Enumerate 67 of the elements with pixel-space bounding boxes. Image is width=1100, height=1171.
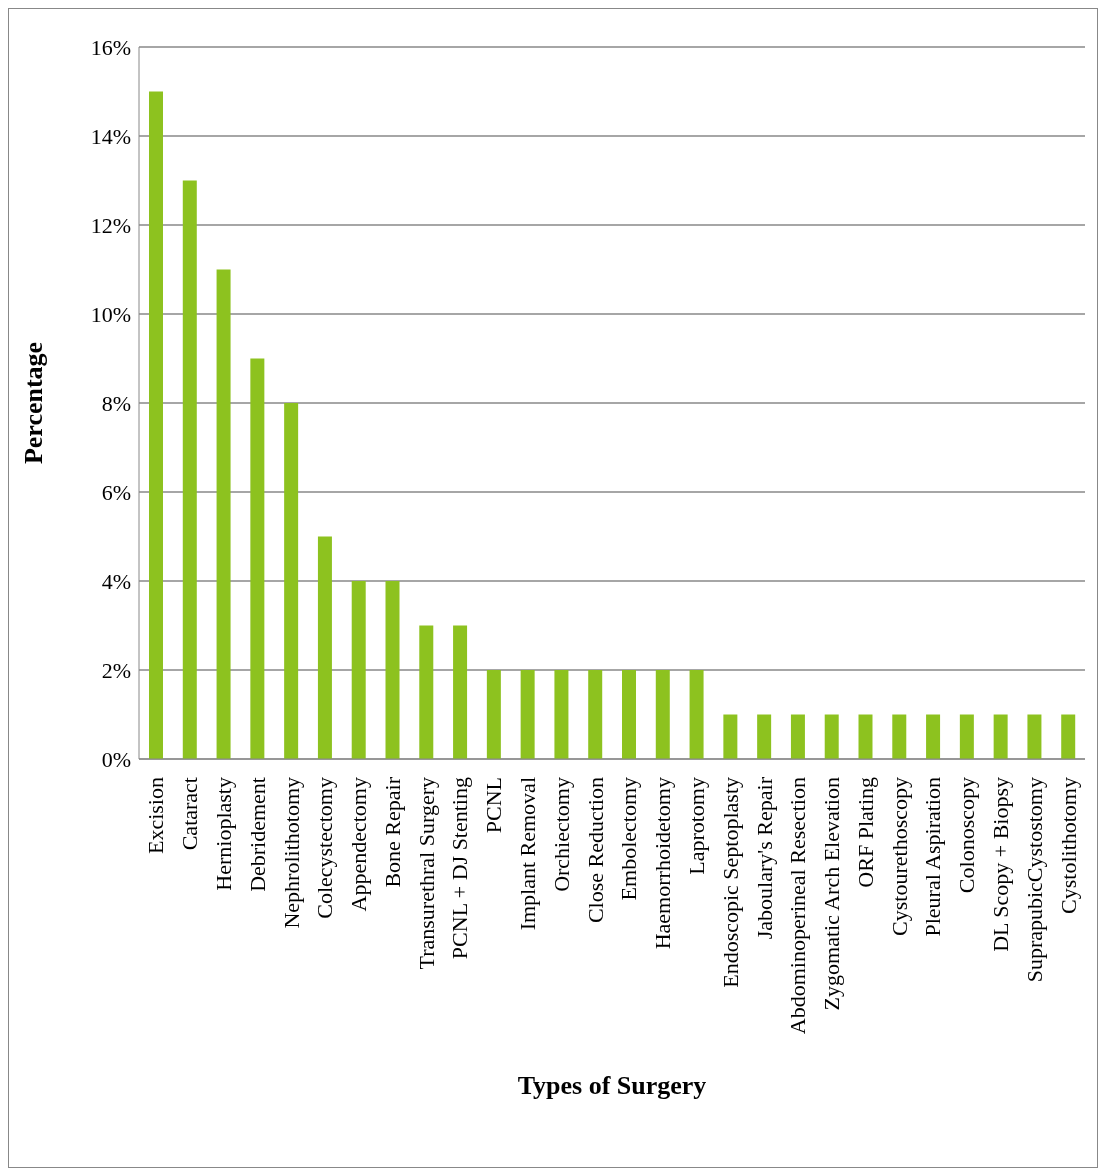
- x-tick-label: Abdominoperineal Resection: [785, 777, 811, 1035]
- y-tick-label: 6%: [101, 479, 131, 505]
- bar: [149, 91, 163, 759]
- x-tick-label: ORF Plating: [852, 777, 878, 888]
- bar: [250, 358, 265, 759]
- bar: [520, 670, 535, 759]
- x-tick-label: Nephrolithotomy: [278, 777, 304, 929]
- bar: [622, 670, 636, 759]
- x-axis-title: Types of Surgery: [517, 1071, 707, 1100]
- y-tick-label: 2%: [101, 657, 131, 683]
- x-tick-label: Jaboulary's Repair: [751, 776, 777, 940]
- x-tick-label: DL Scopy + Biopsy: [988, 777, 1014, 952]
- y-tick-label: 14%: [90, 123, 131, 149]
- bar: [655, 670, 670, 759]
- x-tick-label: Endoscopic Septoplasty: [717, 777, 743, 988]
- bar: [892, 714, 907, 759]
- x-tick-label: Haemorrhoidetomy: [650, 777, 676, 950]
- bar: [216, 269, 231, 759]
- bar: [689, 670, 704, 759]
- bar: [1027, 714, 1042, 759]
- bar: [182, 180, 197, 759]
- bar: [757, 714, 772, 759]
- y-tick-label: 8%: [101, 390, 131, 416]
- x-tick-label: Appendectomy: [346, 777, 372, 912]
- bar: [284, 403, 299, 759]
- bar: [858, 714, 873, 759]
- bar: [385, 581, 400, 759]
- bar: [317, 536, 332, 759]
- y-tick-label: 10%: [90, 301, 131, 327]
- x-tick-label: Zygomatic Arch Elevation: [819, 777, 845, 1011]
- x-tick-label: Transurethral Surgery: [413, 777, 439, 970]
- x-tick-label: Cystolithotomy: [1055, 777, 1081, 914]
- x-tick-label: PCNL + DJ Stenting: [447, 777, 473, 960]
- bar: [926, 714, 941, 759]
- x-tick-label: Hernioplasty: [210, 777, 236, 891]
- y-axis-title: Percentage: [19, 341, 49, 465]
- x-tick-label: Debridement: [244, 777, 270, 892]
- bar: [959, 714, 974, 759]
- y-tick-label: 12%: [90, 212, 131, 238]
- x-tick-label: Cystourethoscopy: [886, 777, 912, 936]
- y-tick-label: 0%: [101, 746, 131, 772]
- y-tick-label: 16%: [90, 34, 131, 60]
- y-tick-label: 4%: [101, 568, 131, 594]
- x-tick-label: Close Reduction: [582, 777, 608, 924]
- x-tick-label: Bone Repair: [379, 776, 405, 888]
- x-tick-label: PCNL: [481, 777, 507, 834]
- bar: [554, 670, 569, 759]
- bar: [790, 714, 805, 759]
- bar: [824, 714, 839, 759]
- x-tick-label: Colonoscopy: [954, 777, 980, 894]
- bar: [588, 670, 603, 759]
- x-tick-label: Cataract: [177, 777, 203, 851]
- bar: [486, 670, 501, 759]
- bar: [351, 581, 366, 759]
- x-tick-label: Orchiectomy: [548, 777, 574, 892]
- bar: [993, 714, 1008, 759]
- bar: [419, 625, 434, 759]
- bar: [723, 714, 738, 759]
- bar: [453, 625, 468, 759]
- x-tick-label: Implant Removal: [515, 777, 541, 931]
- x-tick-label: Colecystectomy: [312, 777, 338, 919]
- x-tick-label: Pleural Aspiration: [920, 777, 946, 937]
- x-tick-label: SuprapubicCystostomy: [1021, 777, 1047, 983]
- x-tick-label: Embolectomy: [616, 777, 642, 901]
- bar: [1061, 714, 1076, 759]
- x-tick-label: Excision: [143, 777, 169, 854]
- x-tick-label: Laprotomy: [683, 777, 709, 875]
